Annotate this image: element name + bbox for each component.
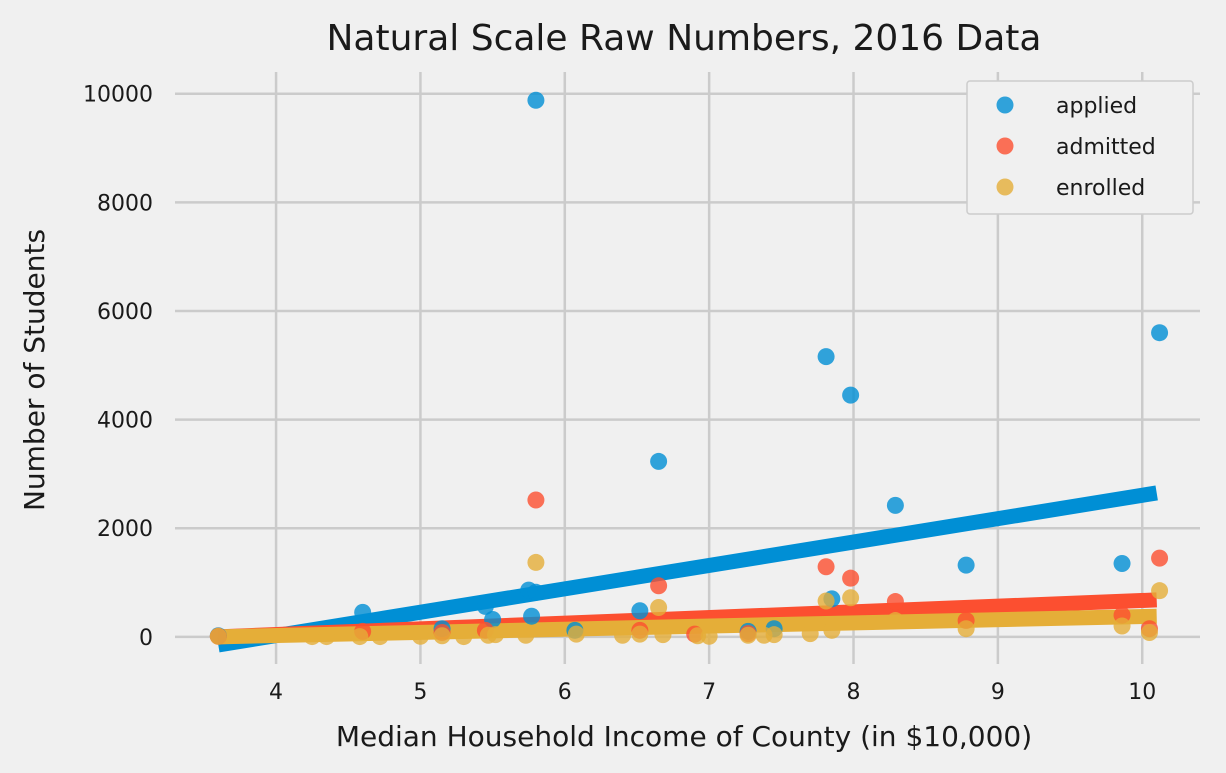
y-tick-label: 10000 xyxy=(83,83,153,108)
data-points xyxy=(209,91,1169,646)
x-tick-label: 5 xyxy=(413,680,427,705)
legend-marker-enrolled xyxy=(996,178,1014,196)
legend: applied admitted enrolled xyxy=(966,80,1194,215)
x-tick-label: 4 xyxy=(269,680,283,705)
legend-label-admitted: admitted xyxy=(1056,135,1156,160)
data-point-applied xyxy=(354,603,372,621)
data-point-enrolled xyxy=(614,626,632,644)
data-point-enrolled xyxy=(527,553,545,571)
legend-label-applied: applied xyxy=(1056,94,1137,119)
data-point-enrolled xyxy=(371,628,389,646)
x-tick-labels: 4 5 6 7 8 9 10 xyxy=(269,680,1156,705)
x-axis-label: Median Household Income of County (in $1… xyxy=(336,720,1032,753)
data-point-enrolled xyxy=(886,612,904,630)
data-point-applied xyxy=(817,348,835,366)
data-point-applied xyxy=(886,496,904,514)
data-point-enrolled xyxy=(631,625,649,643)
series-enrolled-points xyxy=(209,553,1169,646)
data-point-enrolled xyxy=(654,626,672,644)
x-tick-label: 9 xyxy=(991,680,1005,705)
y-tick-label: 6000 xyxy=(97,300,153,325)
data-point-applied xyxy=(527,91,545,109)
data-point-admitted xyxy=(650,577,668,595)
legend-marker-applied xyxy=(996,96,1014,114)
data-point-applied xyxy=(957,556,975,574)
y-tick-label: 4000 xyxy=(97,409,153,434)
data-point-applied xyxy=(842,386,860,404)
data-point-enrolled xyxy=(765,626,783,644)
data-point-applied xyxy=(631,602,649,620)
data-point-admitted xyxy=(817,558,835,576)
data-point-applied xyxy=(527,583,545,601)
y-tick-labels: 0 2000 4000 6000 8000 10000 xyxy=(83,83,153,651)
data-point-admitted xyxy=(886,593,904,611)
y-tick-label: 8000 xyxy=(97,191,153,216)
x-tick-label: 7 xyxy=(702,680,716,705)
data-point-enrolled xyxy=(351,628,369,646)
y-axis-label: Number of Students xyxy=(18,229,51,511)
data-point-enrolled xyxy=(318,628,336,646)
data-point-enrolled xyxy=(455,628,473,646)
data-point-enrolled xyxy=(842,589,860,607)
data-point-applied xyxy=(650,452,668,470)
data-point-enrolled xyxy=(700,627,718,645)
data-point-applied xyxy=(1113,555,1131,573)
legend-marker-admitted xyxy=(996,137,1014,155)
data-point-enrolled xyxy=(1113,617,1131,635)
data-point-enrolled xyxy=(411,627,429,645)
data-point-applied xyxy=(476,597,494,615)
data-point-enrolled xyxy=(517,626,535,644)
data-point-admitted xyxy=(527,491,545,509)
data-point-enrolled xyxy=(303,628,321,646)
data-point-admitted xyxy=(1151,549,1169,567)
y-tick-label: 2000 xyxy=(97,517,153,542)
data-point-enrolled xyxy=(739,626,757,644)
y-tick-label: 0 xyxy=(139,626,153,651)
data-point-enrolled xyxy=(650,599,668,617)
data-point-applied xyxy=(523,607,541,625)
data-point-admitted xyxy=(842,569,860,587)
data-point-enrolled xyxy=(823,621,841,639)
trend-line-applied xyxy=(217,485,1158,653)
data-point-enrolled xyxy=(817,592,835,610)
data-point-enrolled xyxy=(801,625,819,643)
x-tick-label: 10 xyxy=(1128,680,1156,705)
data-point-applied xyxy=(1151,324,1169,342)
x-tick-label: 6 xyxy=(558,680,572,705)
data-point-enrolled xyxy=(486,626,504,644)
legend-box xyxy=(966,80,1194,215)
data-point-enrolled xyxy=(1151,582,1169,600)
x-tick-label: 8 xyxy=(847,680,861,705)
data-point-enrolled xyxy=(1140,623,1158,641)
data-point-enrolled xyxy=(433,627,451,645)
data-point-enrolled xyxy=(209,627,227,645)
data-point-enrolled xyxy=(567,625,585,643)
legend-label-enrolled: enrolled xyxy=(1056,176,1145,201)
data-point-enrolled xyxy=(957,620,975,638)
chart-title: Natural Scale Raw Numbers, 2016 Data xyxy=(327,18,1042,59)
